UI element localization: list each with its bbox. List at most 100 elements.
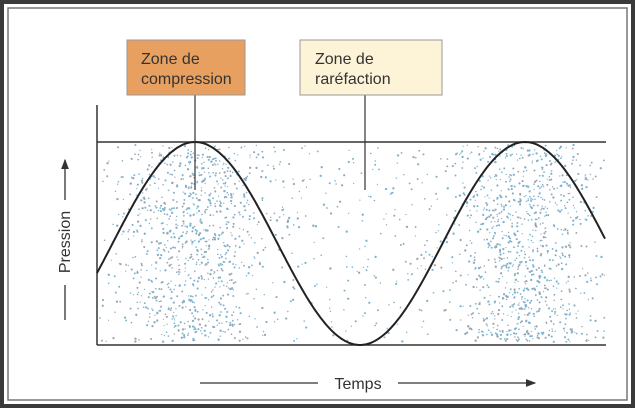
dot	[543, 199, 546, 201]
dot	[573, 207, 576, 209]
dot	[543, 152, 546, 154]
dot	[292, 224, 295, 226]
dot	[560, 199, 563, 202]
dot	[555, 249, 558, 252]
dot	[338, 200, 342, 203]
dot	[117, 180, 120, 183]
dot	[143, 201, 146, 204]
dot	[196, 180, 199, 183]
dot	[364, 296, 367, 299]
dot	[538, 277, 541, 280]
dot	[282, 180, 285, 183]
dot	[197, 276, 201, 280]
dot	[501, 210, 503, 212]
dot	[167, 251, 170, 253]
dot	[215, 159, 217, 162]
dot	[541, 271, 544, 274]
dot	[238, 267, 241, 269]
dot	[211, 315, 214, 318]
dot	[212, 214, 214, 216]
dot	[586, 338, 588, 341]
dot	[246, 202, 248, 204]
dot	[252, 212, 255, 214]
dot	[257, 153, 260, 156]
dot	[244, 209, 247, 212]
dot	[540, 244, 542, 247]
dot	[485, 208, 488, 211]
dot	[512, 173, 515, 176]
dot	[184, 267, 187, 269]
dot	[243, 193, 246, 196]
dot	[218, 172, 221, 174]
dot	[183, 214, 185, 217]
dot	[478, 312, 480, 315]
dot	[517, 280, 519, 282]
dot	[229, 170, 232, 173]
dot	[360, 172, 363, 174]
dot	[525, 283, 527, 285]
dot	[181, 224, 184, 227]
dot	[594, 241, 596, 243]
dot	[573, 276, 576, 278]
dot	[559, 255, 561, 257]
dot	[156, 253, 160, 257]
dot	[243, 177, 246, 180]
dot	[296, 211, 299, 214]
dot	[517, 170, 520, 173]
dot	[163, 334, 166, 337]
dot	[146, 250, 149, 253]
dot	[183, 334, 186, 337]
dot	[205, 311, 208, 314]
dot	[243, 264, 245, 267]
dot	[200, 162, 203, 165]
dot	[173, 207, 175, 210]
dot	[505, 298, 508, 301]
dot	[529, 335, 532, 338]
dot	[405, 331, 408, 334]
dot	[253, 257, 256, 259]
dot	[560, 193, 563, 196]
dot	[555, 264, 558, 267]
dot	[119, 300, 122, 303]
dot	[274, 233, 277, 236]
dot	[220, 280, 223, 283]
dot	[196, 253, 199, 256]
dot	[536, 285, 538, 287]
dot	[365, 239, 368, 242]
dot	[347, 279, 350, 282]
dot	[187, 295, 190, 297]
dot	[172, 191, 176, 194]
dot	[223, 189, 226, 193]
dot	[467, 314, 470, 317]
dot	[136, 220, 140, 223]
dot	[218, 264, 220, 267]
dot	[170, 307, 173, 310]
dot	[499, 250, 502, 253]
dot	[221, 179, 224, 181]
dot	[211, 158, 214, 161]
dot	[527, 219, 530, 221]
dot	[421, 182, 423, 184]
dot	[197, 328, 200, 331]
label-text: Zone de compression	[141, 51, 232, 88]
dot	[567, 275, 570, 278]
dot	[486, 325, 489, 327]
dot	[367, 258, 369, 261]
dot	[148, 222, 151, 225]
dot	[506, 338, 509, 341]
dot	[407, 278, 410, 281]
dot	[160, 305, 163, 308]
dot	[160, 253, 163, 257]
dot	[248, 315, 251, 318]
label-line: Zone de	[141, 51, 200, 68]
dot	[541, 174, 544, 177]
dot	[565, 340, 568, 343]
dot	[483, 265, 486, 267]
dot	[201, 180, 204, 183]
dot	[233, 213, 236, 216]
dot	[120, 175, 123, 179]
dot	[497, 313, 500, 316]
dot	[239, 201, 242, 204]
dot	[165, 246, 167, 249]
dot	[567, 244, 570, 247]
